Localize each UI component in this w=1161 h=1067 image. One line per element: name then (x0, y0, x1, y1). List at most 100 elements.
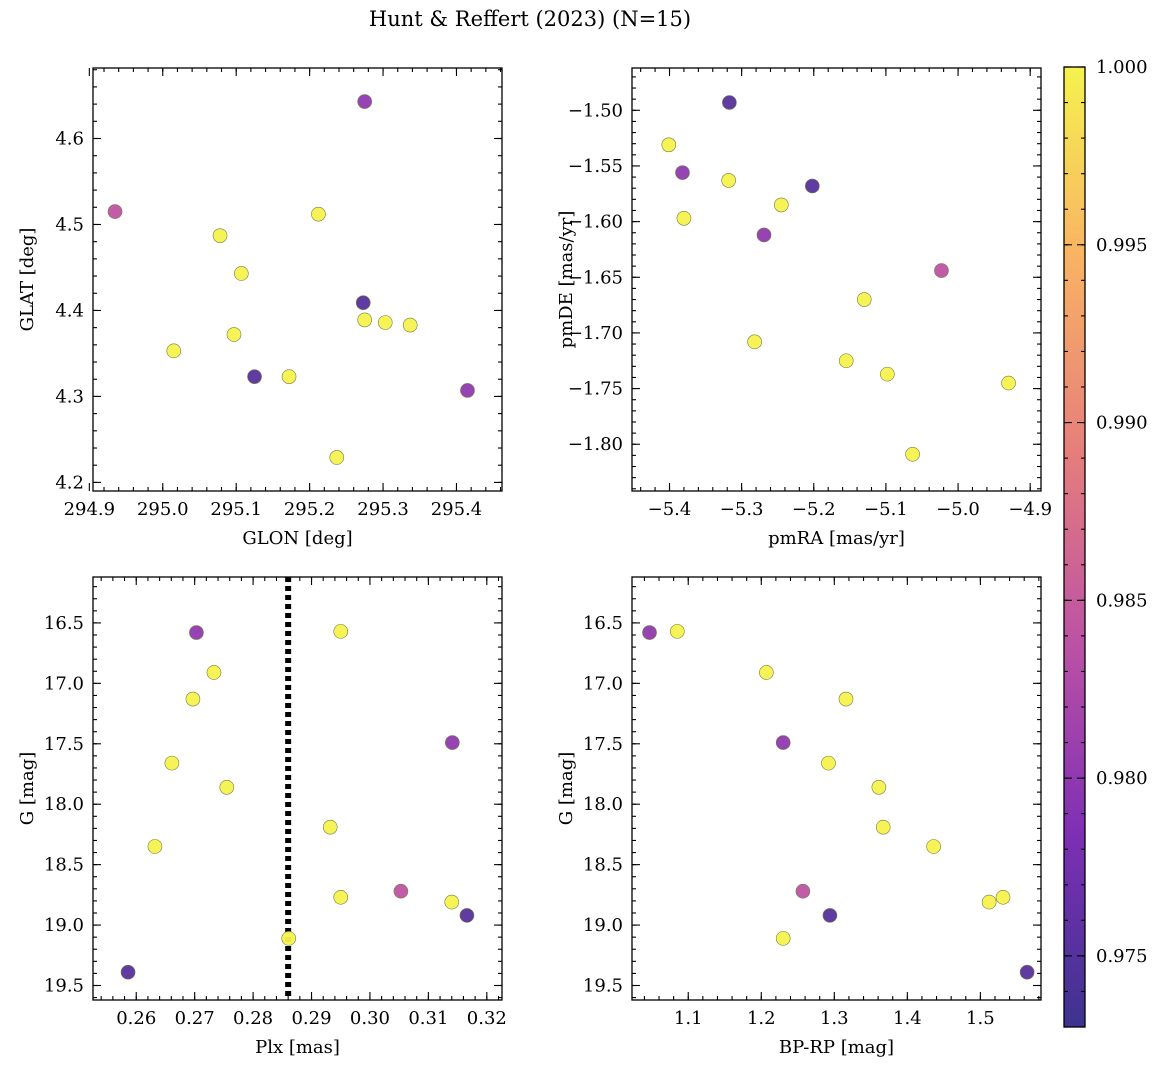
data-point (822, 908, 838, 923)
y-tick-label: 17.5 (44, 734, 84, 755)
y-tick-label: 18.0 (44, 794, 84, 815)
data-point (444, 894, 460, 910)
x-tick-label: 1.3 (820, 1008, 849, 1029)
y-tick-label: 19.5 (44, 975, 84, 996)
axes-frame (92, 67, 503, 492)
y-tick-label: 4.3 (55, 386, 84, 407)
y-tick-label: 19.0 (583, 915, 623, 936)
x-axis-label: GLON [deg] (242, 528, 352, 549)
x-tick-label: 294.9 (64, 499, 116, 520)
data-point (981, 894, 997, 910)
axis-ticks (632, 68, 1041, 491)
data-point (775, 931, 791, 946)
data-point (226, 327, 242, 342)
figure-title: Hunt & Reffert (2023) (N=15) (369, 7, 691, 31)
data-point (247, 369, 262, 384)
data-point (775, 735, 791, 750)
colorbar-tick-label: 1.000 (1096, 57, 1148, 78)
data-point (774, 197, 789, 213)
data-point (669, 624, 685, 639)
data-point (281, 369, 297, 384)
data-point (880, 366, 895, 382)
colorbar-tick-label: 0.980 (1096, 768, 1148, 789)
y-tick-label: 16.5 (44, 613, 84, 634)
y-tick-label: 18.5 (583, 855, 623, 876)
data-point (642, 625, 657, 640)
x-tick-label: 295.2 (284, 499, 336, 520)
data-point (212, 228, 228, 243)
data-point (357, 94, 372, 109)
data-point (821, 755, 836, 771)
colorbar-tick-label: 0.975 (1096, 946, 1148, 967)
data-point (459, 908, 475, 923)
colorbar: 0.975 0.980 0.985 0.990 0.995 1.000 (1063, 57, 1148, 1028)
x-axis-label: BP-RP [mag] (779, 1037, 894, 1058)
x-axis-label: Plx [mas] (255, 1037, 340, 1058)
x-tick-label: 295.1 (210, 499, 262, 520)
data-point (460, 383, 475, 398)
y-tick-label: 19.5 (583, 975, 623, 996)
y-axis-label: G [mag] (17, 752, 38, 825)
data-point (756, 227, 772, 243)
colorbar-tick-label: 0.985 (1096, 590, 1148, 611)
x-tick-label: −5.1 (864, 499, 908, 520)
data-point (166, 343, 182, 359)
x-tick-label: 0.32 (467, 1008, 507, 1029)
data-point (934, 263, 949, 278)
panel-bprp-g: 1.1 1.2 1.3 1.4 1.5 16.5 17.0 17.5 18.0 18.5 19.0 1… (556, 576, 1042, 1058)
y-tick-label: 4.6 (55, 129, 84, 150)
x-tick-label: 295.3 (357, 499, 409, 520)
y-tick-label: −1.65 (568, 267, 623, 288)
x-tick-label: 1.5 (966, 1008, 995, 1029)
data-point (805, 178, 820, 194)
y-axis-label: pmDE [mas/yr] (556, 211, 577, 349)
data-point (322, 819, 338, 835)
data-point (147, 839, 163, 854)
data-point (795, 883, 811, 899)
data-point (281, 931, 297, 946)
data-point (164, 755, 180, 771)
y-tick-label: −1.75 (568, 379, 623, 400)
y-axis-label: G [mag] (556, 752, 577, 825)
x-tick-label: 1.2 (747, 1008, 776, 1029)
y-tick-label: 17.0 (44, 673, 84, 694)
data-point (219, 779, 235, 795)
panels: 294.9 295.0 295.1 295.2 295.3 295.4 4.2 4.3 4.4 4… (17, 67, 1052, 1058)
data-point (107, 204, 123, 219)
data-point (722, 95, 737, 110)
x-tick-label: 1.1 (674, 1008, 703, 1029)
data-point (185, 691, 201, 707)
y-tick-label: 17.0 (583, 673, 623, 694)
data-point (234, 266, 249, 281)
data-point (189, 625, 204, 640)
y-tick-label: −1.80 (568, 434, 623, 455)
colorbar-tick-label: 0.995 (1096, 235, 1148, 256)
x-tick-label: 0.26 (116, 1008, 156, 1029)
data-point (926, 839, 941, 854)
data-point (995, 889, 1011, 905)
data-point (393, 883, 409, 899)
x-tick-label: 295.4 (431, 499, 483, 520)
axes-frame (92, 576, 503, 1001)
data-point (402, 317, 418, 333)
axis-ticks (93, 577, 502, 1000)
y-axis-label: GLAT [deg] (17, 228, 38, 332)
x-tick-label: 0.31 (408, 1008, 448, 1029)
data-point (661, 137, 677, 153)
y-tick-label: 19.0 (44, 915, 84, 936)
x-tick-label: 0.28 (233, 1008, 273, 1029)
panel-plx-g: 0.26 0.27 0.28 0.29 0.30 0.31 0.32 16.5 17.0 17.5… (17, 576, 507, 1058)
x-tick-label: −5.2 (792, 499, 836, 520)
data-point (311, 206, 326, 222)
y-tick-label: 4.2 (55, 472, 84, 493)
y-tick-label: 18.0 (583, 794, 623, 815)
x-tick-label: 1.4 (893, 1008, 922, 1029)
data-point (1001, 375, 1016, 391)
y-tick-label: 16.5 (583, 613, 623, 634)
data-point (905, 446, 920, 462)
data-point (357, 312, 372, 328)
y-tick-label: −1.50 (568, 100, 623, 121)
axis-ticks (632, 577, 1041, 1000)
data-point (355, 295, 371, 311)
